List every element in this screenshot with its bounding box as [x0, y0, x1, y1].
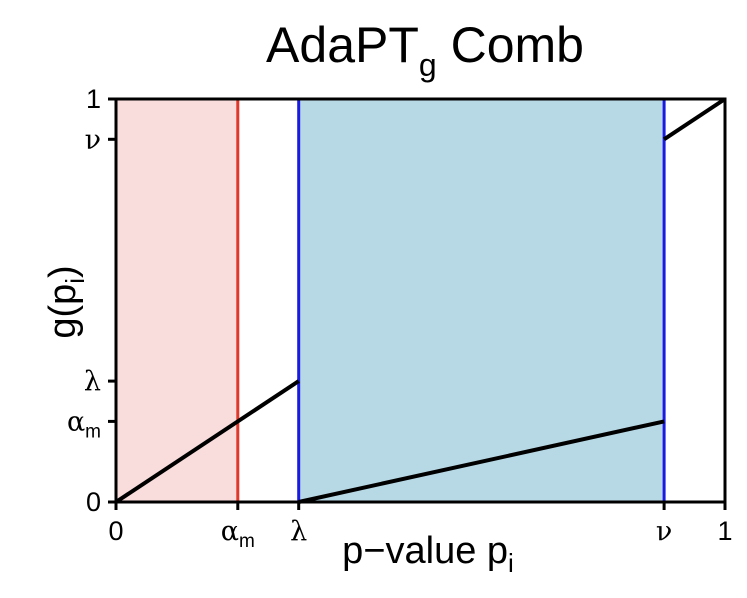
x-axis-label-sub: i — [508, 548, 514, 578]
rejection-region — [116, 99, 238, 502]
x-tick-label-1: αm — [221, 516, 255, 552]
y-tick-label-0: 0 — [86, 487, 101, 517]
x-axis-label: p−value pi — [342, 530, 514, 578]
x-axis-label-main: p−value p — [342, 530, 508, 572]
y-axis-label-post: ) — [42, 265, 84, 278]
chart-title: AdaPTg Comb — [266, 17, 584, 83]
vertical-lines — [236, 99, 666, 502]
chart-title-rest: Comb — [437, 17, 584, 73]
x-tick-label-0: 0 — [108, 516, 123, 546]
g-function-series — [114, 97, 727, 504]
series-segment-3 — [662, 97, 727, 141]
chart-title-main: AdaPT — [266, 17, 419, 73]
x-tick-label-4: 1 — [717, 516, 732, 546]
y-axis-label-sub: i — [60, 278, 90, 284]
x-axis-ticks: 0 αm λ ν 1 — [108, 502, 733, 552]
x-tick-label-2: λ — [290, 516, 307, 547]
y-axis-ticks: 0 αm λ ν 1 — [67, 84, 116, 517]
chart-title-sub: g — [419, 47, 437, 83]
y-tick-label-4: 1 — [86, 84, 101, 114]
y-axis-label: g(pi) — [42, 265, 90, 338]
mask-region — [298, 99, 665, 502]
y-tick-label-1: αm — [67, 406, 101, 442]
series-segment-2 — [298, 419, 665, 504]
x-tick-label-3: ν — [656, 516, 672, 547]
y-tick-label-2: λ — [84, 366, 101, 397]
y-tick-label-3: ν — [85, 124, 101, 155]
y-axis-label-pre: g(p — [42, 284, 84, 339]
plot-frame — [114, 97, 727, 504]
series-segment-1 — [114, 379, 300, 504]
